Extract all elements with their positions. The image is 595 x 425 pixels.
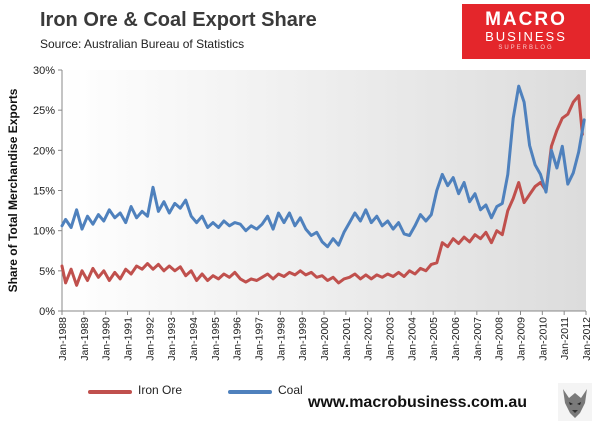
x-tick-label: Jan-1992 — [144, 317, 156, 361]
x-tick-label: Jan-2011 — [559, 317, 571, 360]
x-tick-label: Jan-1996 — [232, 317, 244, 361]
y-tick-label: 5% — [39, 266, 55, 278]
logo-line-2: BUSINESS — [485, 29, 567, 44]
macrobusiness-logo: MACRO BUSINESS SUPERBLOG — [462, 4, 590, 59]
x-tick-label: Jan-1999 — [297, 317, 309, 361]
x-tick-label: Jan-1994 — [188, 317, 200, 361]
y-tick-label: 30% — [33, 65, 55, 77]
x-tick-label: Jan-2006 — [450, 317, 462, 361]
y-tick-label: 10% — [33, 226, 55, 238]
x-tick-label: Jan-1993 — [166, 317, 178, 361]
x-tick-label: Jan-2001 — [341, 317, 353, 361]
legend-coal-swatch — [228, 390, 272, 394]
legend-iron-ore-label: Iron Ore — [138, 383, 183, 397]
x-tick-label: Jan-1989 — [79, 317, 91, 361]
x-tick-label: Jan-1995 — [210, 317, 222, 361]
x-tick-label: Jan-2010 — [537, 317, 549, 361]
chart-source: Source: Australian Bureau of Statistics — [40, 37, 245, 51]
y-axis-title: Share of Total Merchandise Exports — [6, 88, 20, 292]
legend-coal-label: Coal — [278, 383, 303, 397]
wolf-logo-icon — [558, 383, 592, 421]
logo-line-3: SUPERBLOG — [498, 45, 554, 51]
chart-title: Iron Ore & Coal Export Share — [40, 9, 317, 31]
y-tick-label: 15% — [33, 186, 55, 198]
x-tick-label: Jan-1990 — [101, 317, 113, 361]
x-tick-label: Jan-2012 — [581, 317, 593, 361]
logo-line-1: MACRO — [485, 9, 567, 30]
x-tick-label: Jan-2002 — [363, 317, 375, 361]
legend-iron-ore-swatch — [88, 390, 132, 394]
series-line-coal — [60, 84, 586, 249]
x-tick-label: Jan-2000 — [319, 317, 331, 361]
line-chart: 0% 5% 10% 15% 20% 25% 30% Jan-1988 Jan-1989 Jan-1… — [6, 65, 593, 361]
x-tick-label: Jan-2004 — [406, 317, 418, 361]
x-tick-label: Jan-2003 — [385, 317, 397, 361]
x-tick-label: Jan-2007 — [472, 317, 484, 361]
x-tick-label: Jan-2009 — [516, 317, 528, 361]
x-tick-label: Jan-2008 — [494, 317, 506, 361]
y-tick-label: 0% — [39, 306, 55, 318]
x-tick-label: Jan-1997 — [254, 317, 266, 361]
x-tick-label: Jan-1991 — [123, 317, 135, 361]
series-line-iron-ore — [60, 94, 584, 287]
y-tick-label: 20% — [33, 145, 55, 157]
x-tick-label: Jan-1998 — [275, 317, 287, 361]
y-tick-label: 25% — [33, 105, 55, 117]
plot-area — [62, 70, 586, 311]
x-tick-label: Jan-1988 — [57, 317, 69, 361]
x-tick-label: Jan-2005 — [428, 317, 440, 361]
website-url: www.macrobusiness.com.au — [308, 394, 528, 411]
